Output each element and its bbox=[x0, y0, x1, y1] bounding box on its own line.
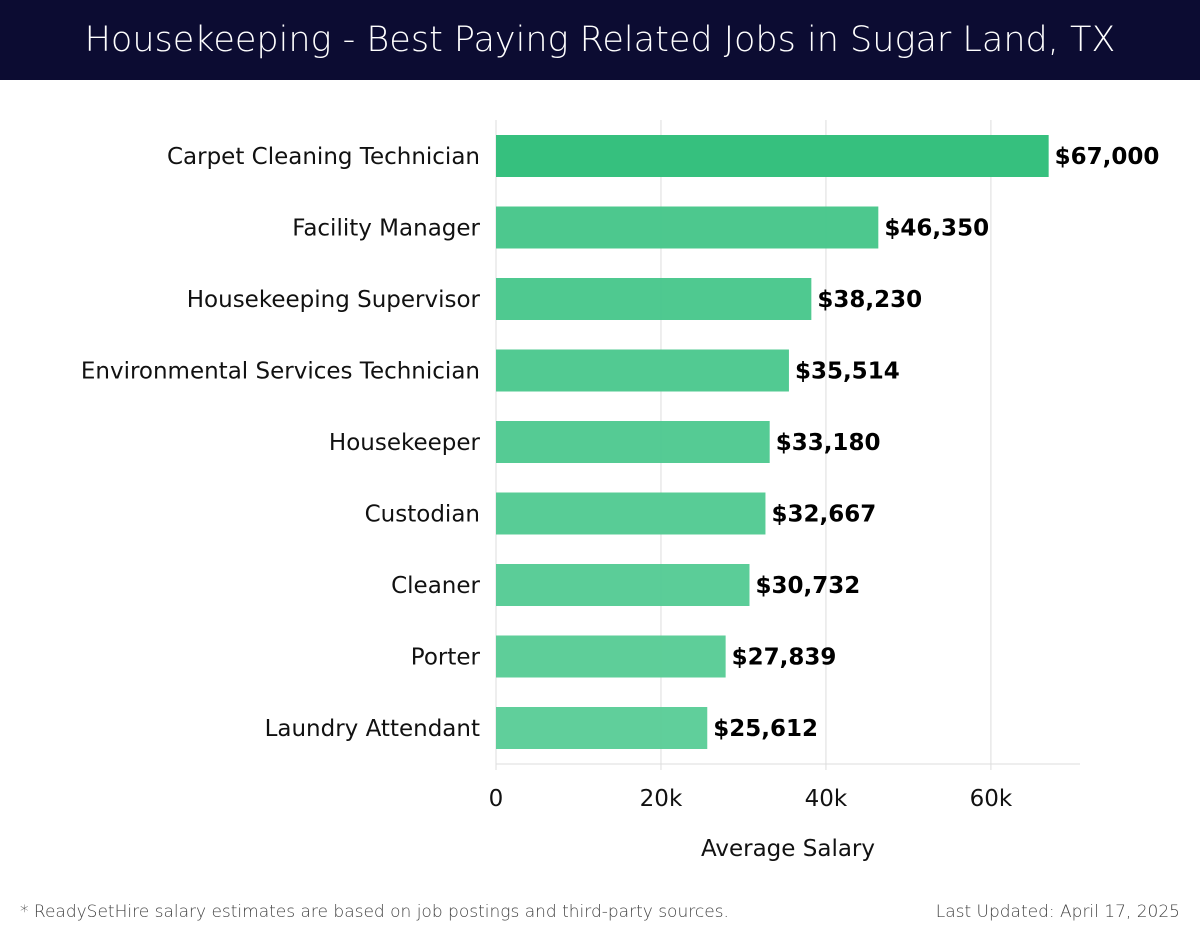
category-label: Custodian bbox=[365, 502, 480, 528]
category-label: Carpet Cleaning Technician bbox=[167, 144, 480, 170]
value-label: $33,180 bbox=[776, 430, 881, 456]
value-label: $27,839 bbox=[732, 645, 837, 671]
footnote: * ReadySetHire salary estimates are base… bbox=[20, 902, 729, 922]
x-tick-label: 20k bbox=[640, 786, 683, 812]
bar bbox=[496, 135, 1049, 177]
value-label: $35,514 bbox=[795, 359, 900, 385]
bar bbox=[496, 707, 708, 749]
value-label: $38,230 bbox=[817, 287, 922, 313]
x-tick-label: 40k bbox=[805, 786, 848, 812]
category-label: Laundry Attendant bbox=[265, 716, 480, 742]
category-label: Facility Manager bbox=[292, 216, 480, 242]
bar bbox=[496, 564, 750, 606]
bar bbox=[496, 492, 766, 535]
chart-title: Housekeeping - Best Paying Related Jobs … bbox=[0, 0, 1200, 80]
category-label: Housekeeper bbox=[329, 430, 481, 456]
value-label: $46,350 bbox=[884, 216, 989, 242]
bar bbox=[496, 206, 879, 249]
x-tick-label: 60k bbox=[970, 786, 1013, 812]
x-axis-label: Average Salary bbox=[701, 836, 875, 862]
value-label: $32,667 bbox=[771, 502, 876, 528]
category-label: Cleaner bbox=[391, 573, 480, 599]
category-label: Environmental Services Technician bbox=[81, 359, 480, 385]
x-tick-label: 0 bbox=[489, 786, 504, 812]
category-label: Porter bbox=[411, 645, 481, 671]
bar bbox=[496, 635, 726, 678]
bar bbox=[496, 278, 812, 320]
bar bbox=[496, 349, 789, 392]
last-updated: Last Updated: April 17, 2025 bbox=[935, 902, 1180, 922]
bar bbox=[496, 421, 770, 463]
value-label: $25,612 bbox=[713, 716, 818, 742]
category-label: Housekeeping Supervisor bbox=[187, 287, 481, 313]
value-label: $30,732 bbox=[755, 573, 860, 599]
value-label: $67,000 bbox=[1055, 144, 1160, 170]
